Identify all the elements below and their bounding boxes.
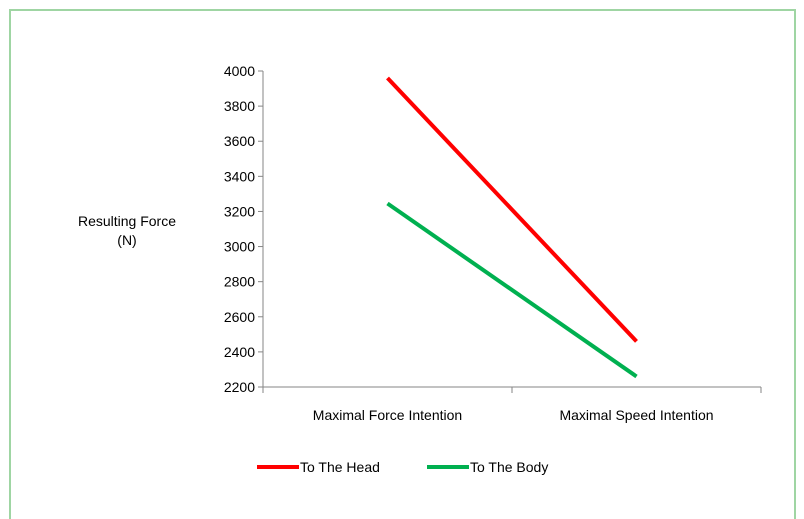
y-tick-label: 3800 (224, 98, 255, 114)
y-tick-label: 2400 (224, 344, 255, 360)
x-tick-label: Maximal Force Intention (313, 407, 462, 423)
axes (262, 71, 761, 388)
y-ticks: 2200 2400 2600 2800 3000 3200 3400 3600 3800 4000 (224, 63, 263, 395)
y-tick-label: 2600 (224, 309, 255, 325)
y-tick-label: 4000 (224, 63, 255, 79)
x-tick-label: Maximal Speed Intention (559, 407, 713, 423)
y-tick-label: 2200 (224, 379, 255, 395)
y-axis-title-line-1: Resulting Force (78, 213, 176, 229)
y-tick-label: 3200 (224, 203, 255, 219)
y-tick-label: 3600 (224, 133, 255, 149)
series-line-1 (386, 76, 638, 343)
legend-label-2: To The Body (470, 459, 548, 475)
legend-label-1: To The Head (300, 459, 380, 475)
legend: To The Head To The Body (257, 459, 548, 475)
y-tick-label: 3400 (224, 168, 255, 184)
series-line-2 (386, 201, 638, 379)
y-axis-title-line-2: (N) (117, 232, 136, 248)
y-tick-label: 2800 (224, 274, 255, 290)
x-ticks: Maximal Force Intention Maximal Speed Int… (262, 387, 762, 423)
series-layer (386, 76, 638, 379)
y-tick-label: 3000 (224, 239, 255, 255)
